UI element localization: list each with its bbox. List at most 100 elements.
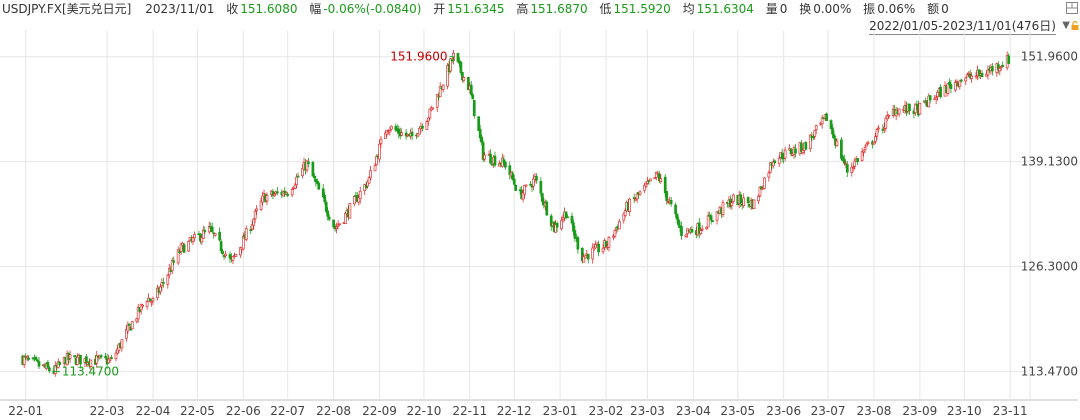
candle-body [663, 176, 667, 194]
candle-body [135, 318, 139, 322]
candle-body [570, 215, 574, 224]
candle-body [490, 163, 494, 166]
candle-body [529, 183, 532, 186]
candle-body [643, 185, 646, 191]
turnover-value: 0.00% [813, 2, 852, 16]
x-tick-label: 23-06 [766, 404, 801, 418]
triangle-down-icon[interactable]: ▼ [1062, 20, 1070, 31]
amplitude-value: 0.06% [877, 2, 916, 16]
candle-body [794, 148, 797, 154]
candle-body [324, 202, 328, 212]
x-tick-label: 23-02 [589, 404, 624, 418]
candle-body [159, 286, 162, 292]
candle-body [201, 229, 205, 239]
candle-body [162, 282, 165, 284]
candle-body [860, 151, 864, 161]
min-value-label: 113.4700 [62, 365, 119, 379]
candle-body [572, 222, 575, 232]
candle-body [219, 241, 223, 252]
candle-body [970, 75, 974, 79]
date-range-selector[interactable]: 2022/01/05-2023/11/01(476日) [869, 19, 1056, 35]
candle-body [327, 216, 331, 220]
candle-body [998, 67, 1002, 72]
candle-body [145, 301, 149, 307]
candle-body [739, 194, 743, 204]
candle-body [524, 184, 528, 187]
annotations: 151.9600 113.4700 [53, 50, 455, 379]
candle-body [535, 175, 538, 181]
candle-body [99, 355, 103, 358]
candle-body [521, 192, 525, 200]
candle-body [851, 167, 855, 169]
x-tick-label: 22-08 [316, 404, 351, 418]
candle-body [872, 141, 876, 145]
candle-body [730, 202, 734, 207]
candle-body [456, 52, 460, 62]
x-tick-label: 22-03 [90, 404, 125, 418]
candle-body [172, 260, 176, 263]
candle-body [946, 83, 950, 94]
panel-icon[interactable] [1066, 2, 1078, 14]
candle-body [758, 186, 762, 197]
candle-body [203, 230, 207, 232]
candle-body [108, 358, 112, 361]
candle-body [449, 58, 452, 72]
candle-body [908, 103, 911, 111]
candle-body [293, 184, 297, 189]
candle-body [742, 197, 746, 207]
candle-body [478, 128, 482, 139]
candle-body [934, 97, 938, 101]
candle-body [503, 161, 507, 168]
candle-body [841, 156, 845, 162]
candle-body [148, 298, 152, 302]
candle-body [493, 155, 497, 166]
candle-body [85, 356, 88, 364]
candle-body [690, 229, 694, 233]
x-tick-label: 22-04 [136, 404, 171, 418]
candle-body [862, 150, 865, 153]
x-tick-label: 23-04 [676, 404, 711, 418]
y-tick-label: 126.3000 [1021, 260, 1078, 274]
candle-body [384, 132, 387, 139]
candle-body [276, 191, 279, 194]
candle-body [160, 282, 164, 287]
candle-body [400, 132, 404, 136]
min-marker-line [53, 365, 60, 373]
candle-body [644, 183, 648, 187]
candle-body [156, 287, 159, 299]
candle-body [305, 160, 309, 171]
x-tick-label: 23-08 [857, 404, 892, 418]
candle-body [307, 161, 310, 165]
candle-body [338, 223, 341, 226]
candle-body [684, 234, 688, 237]
candle-body [323, 195, 327, 202]
candle-body [665, 191, 669, 201]
candle-body [580, 248, 584, 262]
candle-body [76, 356, 79, 365]
open-value: 151.6345 [447, 2, 505, 16]
candle-body [95, 355, 99, 364]
candle-body [244, 228, 248, 240]
candle-body [120, 339, 124, 349]
candle-body [253, 211, 257, 220]
candle-body [114, 352, 118, 360]
candle-body [804, 142, 808, 150]
candle-body [191, 237, 195, 242]
candle-body [388, 130, 392, 133]
x-tick-label: 22-10 [406, 404, 441, 418]
candle-body [721, 202, 725, 215]
candle-body [170, 260, 174, 271]
candle-body [874, 136, 877, 142]
lock-icon[interactable] [1071, 21, 1079, 30]
candle-body [677, 219, 680, 226]
candle-body [914, 103, 917, 113]
candle-body [789, 148, 793, 155]
candle-body [435, 94, 439, 108]
candle-body [843, 158, 846, 164]
close-value: 151.6080 [240, 2, 298, 16]
candle-body [865, 143, 868, 147]
candle-body [366, 181, 370, 187]
x-tick-label: 22-09 [362, 404, 397, 418]
candle-body [622, 213, 626, 221]
candle-body [675, 213, 679, 220]
